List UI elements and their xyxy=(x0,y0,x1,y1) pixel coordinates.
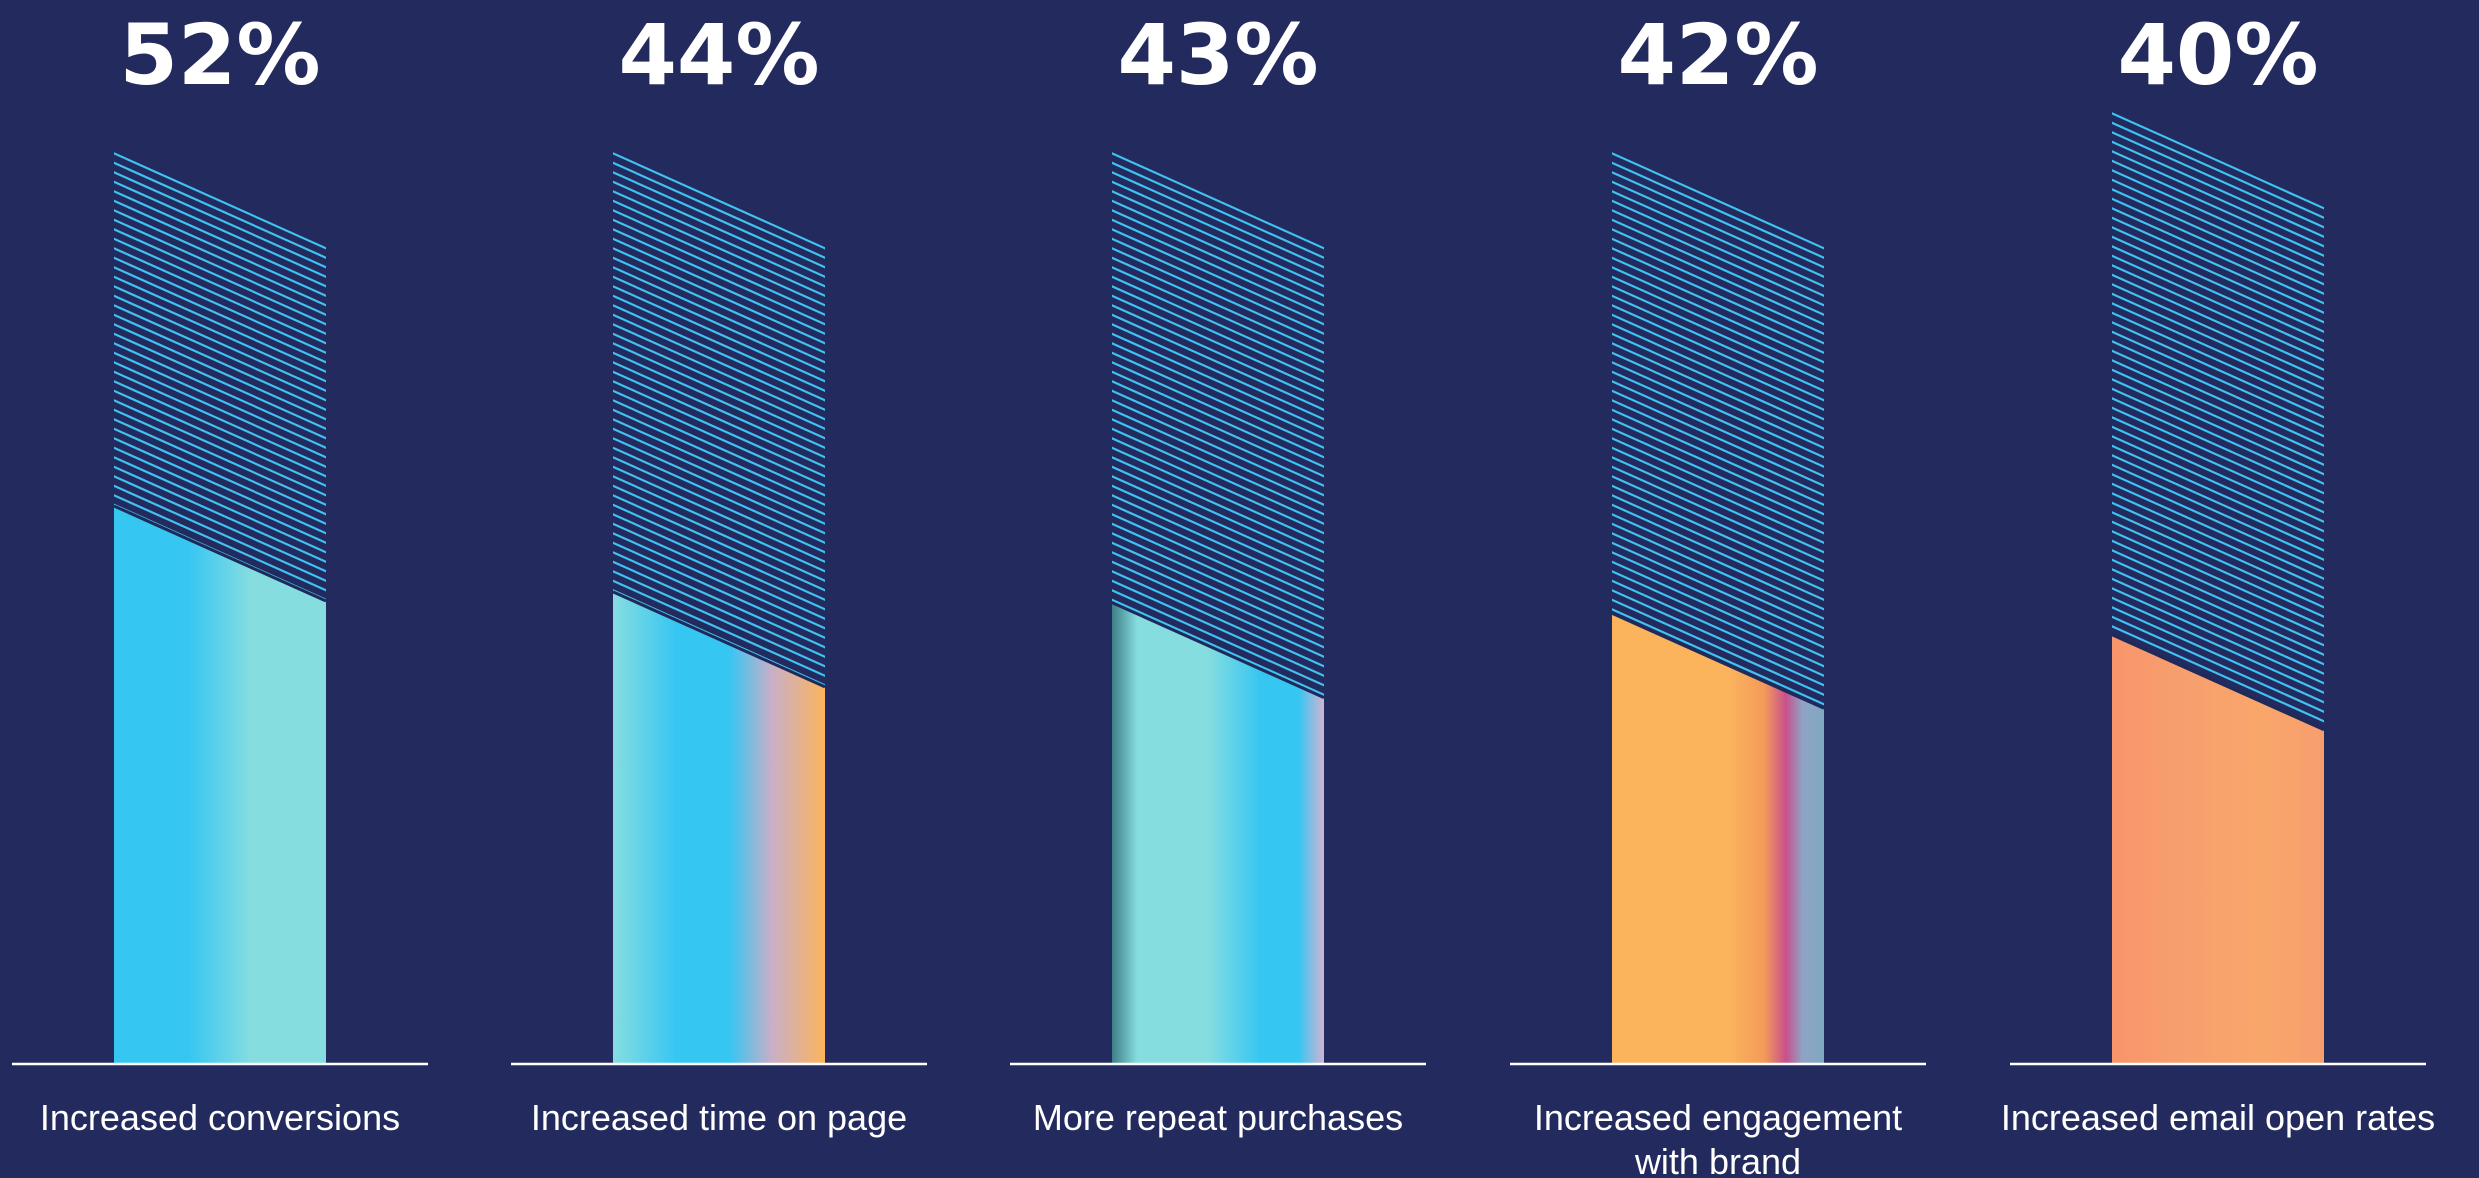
bar-fill xyxy=(1612,613,1824,1064)
bar-1 xyxy=(113,152,327,1064)
bar-fill-edge xyxy=(1111,601,1325,699)
bar-fill-edge xyxy=(1611,611,1825,710)
bar-fill-edge xyxy=(113,504,327,603)
bar-4 xyxy=(1611,152,1825,1064)
value-label: 42% xyxy=(1617,6,1818,104)
category-label: Increased conversions xyxy=(40,1097,400,1138)
category-label: Increased time on page xyxy=(531,1097,907,1138)
value-label: 40% xyxy=(2117,6,2318,104)
category-label: Increased engagement with brand xyxy=(1534,1097,1902,1178)
bar-fill xyxy=(1112,602,1324,1064)
bar-fill xyxy=(613,591,825,1064)
category-label-line: Increased time on page xyxy=(531,1097,907,1138)
category-label-line: Increased conversions xyxy=(40,1097,400,1138)
bar-fill-edge xyxy=(2111,633,2325,732)
bar-hatch xyxy=(1112,152,1324,698)
bar-fill-edge xyxy=(612,590,826,689)
value-label: 52% xyxy=(119,6,320,104)
bar-5 xyxy=(2111,112,2325,1064)
bar-2 xyxy=(612,152,826,1064)
bar-hatch xyxy=(2112,112,2324,730)
value-label: 44% xyxy=(618,6,819,104)
bar-fill xyxy=(114,506,326,1064)
category-label-line: Increased email open rates xyxy=(2001,1097,2435,1138)
category-label-line: More repeat purchases xyxy=(1033,1097,1403,1138)
category-label: Increased email open rates xyxy=(2001,1097,2435,1138)
category-label-line: with brand xyxy=(1634,1141,1801,1178)
category-label: More repeat purchases xyxy=(1033,1097,1403,1138)
bar-3 xyxy=(1111,152,1325,1064)
value-label: 43% xyxy=(1117,6,1318,104)
category-label-line: Increased engagement xyxy=(1534,1097,1902,1138)
bar-fill xyxy=(2112,634,2324,1064)
